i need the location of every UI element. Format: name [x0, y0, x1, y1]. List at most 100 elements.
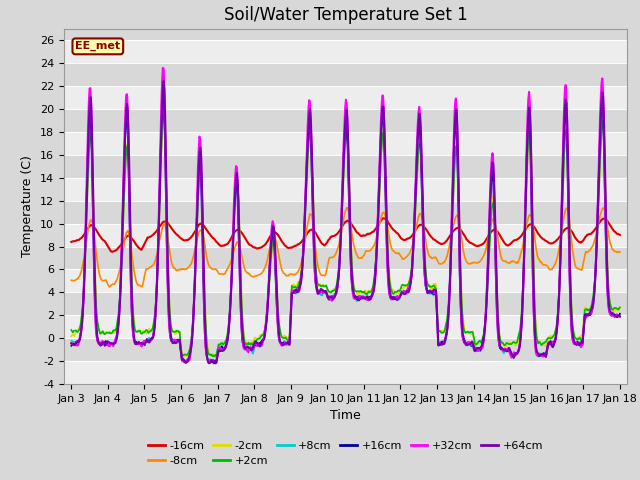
+8cm: [220, 348, 228, 353]
-2cm: [160, 105, 168, 110]
Bar: [64, 132, 627, 155]
Line: +32cm: +32cm: [71, 68, 620, 362]
X-axis label: Time: Time: [330, 409, 361, 422]
Y-axis label: Temperature (C): Temperature (C): [22, 156, 35, 257]
+64cm: [616, 313, 624, 319]
Line: +16cm: +16cm: [71, 96, 620, 363]
-16cm: [380, 216, 387, 221]
+16cm: [191, 271, 199, 277]
-8cm: [220, 272, 227, 277]
-16cm: [109, 249, 116, 254]
-2cm: [190, 299, 198, 304]
+32cm: [159, 65, 166, 71]
+32cm: [180, 360, 188, 365]
-16cm: [190, 230, 198, 236]
-8cm: [616, 249, 624, 255]
+8cm: [190, 300, 198, 306]
-8cm: [190, 251, 198, 256]
+32cm: [191, 274, 199, 280]
+8cm: [430, 293, 438, 299]
+64cm: [160, 78, 168, 84]
-16cm: [616, 232, 624, 238]
+8cm: [212, 360, 220, 366]
Line: -16cm: -16cm: [71, 218, 620, 252]
+8cm: [134, 340, 141, 346]
+8cm: [414, 139, 422, 145]
-8cm: [343, 205, 351, 211]
+8cm: [67, 338, 75, 344]
+2cm: [430, 283, 438, 288]
Bar: [64, 315, 627, 338]
-8cm: [430, 254, 438, 260]
+64cm: [134, 340, 141, 346]
+2cm: [178, 355, 186, 360]
+2cm: [134, 329, 141, 335]
-2cm: [616, 304, 624, 310]
Bar: [64, 269, 627, 292]
-2cm: [77, 317, 85, 323]
Line: +2cm: +2cm: [71, 114, 620, 358]
-2cm: [212, 355, 220, 360]
-2cm: [414, 160, 422, 166]
+64cm: [430, 287, 438, 292]
Line: +64cm: +64cm: [71, 81, 620, 363]
-2cm: [134, 329, 141, 335]
+2cm: [67, 327, 75, 333]
+64cm: [67, 340, 75, 346]
+2cm: [616, 304, 624, 310]
-2cm: [220, 341, 228, 347]
-16cm: [77, 235, 85, 241]
+64cm: [220, 347, 228, 353]
+16cm: [134, 341, 141, 347]
Bar: [64, 224, 627, 247]
Bar: [64, 361, 627, 384]
Bar: [64, 178, 627, 201]
+16cm: [77, 326, 85, 332]
+32cm: [414, 123, 422, 129]
+32cm: [67, 341, 75, 347]
+64cm: [190, 299, 198, 304]
Text: EE_met: EE_met: [76, 41, 120, 51]
Title: Soil/Water Temperature Set 1: Soil/Water Temperature Set 1: [224, 6, 467, 24]
Line: -2cm: -2cm: [71, 108, 620, 358]
+16cm: [220, 346, 228, 352]
+2cm: [414, 160, 422, 166]
+16cm: [67, 343, 75, 349]
-8cm: [67, 277, 75, 283]
-8cm: [414, 217, 422, 223]
+32cm: [134, 341, 141, 347]
+8cm: [616, 311, 624, 317]
+64cm: [77, 328, 85, 334]
-2cm: [430, 281, 438, 287]
+2cm: [160, 111, 168, 117]
Line: -8cm: -8cm: [71, 208, 620, 287]
-8cm: [134, 283, 142, 288]
+32cm: [77, 327, 85, 333]
+16cm: [182, 360, 189, 366]
+16cm: [616, 311, 624, 317]
Bar: [64, 40, 627, 63]
+32cm: [616, 313, 624, 319]
+2cm: [220, 341, 228, 347]
+32cm: [220, 346, 228, 351]
+32cm: [430, 291, 438, 297]
+2cm: [191, 276, 199, 282]
+16cm: [414, 135, 422, 141]
-8cm: [77, 269, 85, 275]
+16cm: [159, 93, 166, 98]
+64cm: [414, 134, 422, 140]
Bar: [64, 86, 627, 109]
-16cm: [67, 239, 75, 245]
-16cm: [414, 224, 422, 229]
Line: +8cm: +8cm: [71, 88, 620, 363]
+16cm: [430, 291, 438, 297]
-16cm: [220, 243, 227, 249]
+8cm: [160, 85, 168, 91]
+64cm: [212, 360, 220, 366]
Legend: -16cm, -8cm, -2cm, +2cm, +8cm, +16cm, +32cm, +64cm: -16cm, -8cm, -2cm, +2cm, +8cm, +16cm, +3…: [144, 436, 547, 471]
-16cm: [134, 244, 142, 250]
-2cm: [67, 334, 75, 339]
-8cm: [106, 284, 113, 290]
-16cm: [430, 237, 438, 242]
+2cm: [77, 317, 85, 323]
